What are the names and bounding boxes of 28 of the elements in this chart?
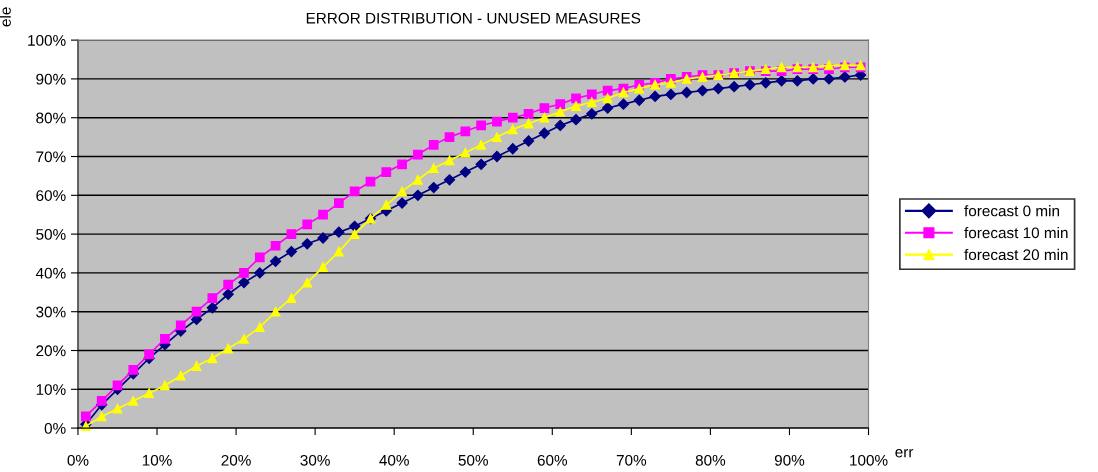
y-tick-label: 60% <box>36 190 66 201</box>
y-tick-label: 10% <box>36 384 66 395</box>
x-tick-label: 10% <box>142 454 172 466</box>
x-tick-label: 100% <box>850 454 888 466</box>
y-tick-label: 50% <box>36 228 66 240</box>
y-axis-title: ele <box>0 7 11 27</box>
y-tick-label: 100% <box>28 34 66 46</box>
legend-label: forecast 20 min <box>964 248 1068 261</box>
x-tick-label: 60% <box>537 454 568 466</box>
x-tick-label: 80% <box>695 454 726 466</box>
x-tick-label: 20% <box>221 454 251 466</box>
legend-label: forecast 0 min <box>964 205 1059 217</box>
x-tick-label: 30% <box>300 454 330 466</box>
x-axis-title: err <box>895 449 914 458</box>
y-tick-label: 40% <box>35 267 66 279</box>
y-tick-label: 0% <box>44 422 66 434</box>
legend-label: forecast 10 min <box>964 226 1068 239</box>
x-tick-label: 50% <box>458 454 488 466</box>
chart-title: ERROR DISTRIBUTION - UNUSED MEASURES <box>306 12 641 24</box>
y-tick-label: 70% <box>36 151 66 163</box>
x-tick-label: 40% <box>379 454 409 466</box>
x-tick-label: 0% <box>67 454 89 466</box>
y-tick-label: 20% <box>36 345 66 357</box>
x-tick-label: 90% <box>774 454 805 466</box>
y-tick-label: 80% <box>36 112 66 124</box>
x-tick-label: 70% <box>616 454 647 466</box>
y-tick-label: 30% <box>36 306 66 318</box>
y-tick-label: 90% <box>36 73 66 85</box>
